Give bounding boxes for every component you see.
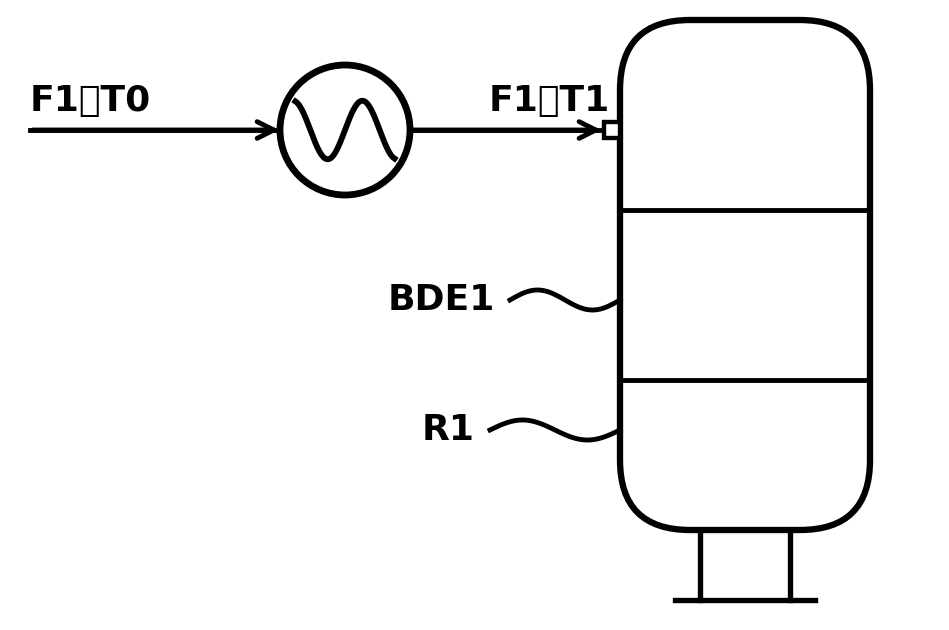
FancyBboxPatch shape — [620, 20, 870, 530]
Text: R1: R1 — [422, 413, 475, 447]
Bar — [604, 122, 620, 138]
Text: F1、T1: F1、T1 — [489, 84, 610, 118]
Text: BDE1: BDE1 — [387, 283, 495, 317]
Text: F1、T0: F1、T0 — [30, 84, 151, 118]
